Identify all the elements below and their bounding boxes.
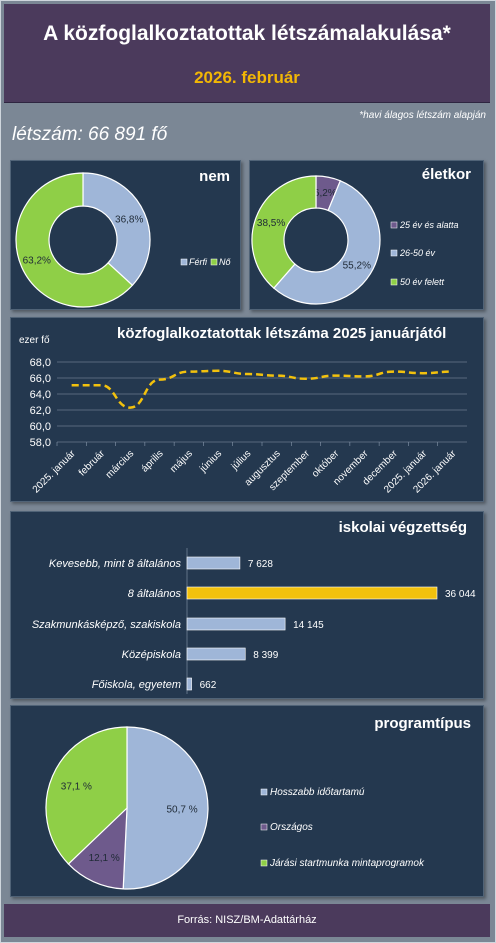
bar-value-label: 14 145	[293, 620, 324, 631]
x-tick-label: május	[168, 448, 195, 475]
page-title: A közfoglalkoztatottak létszámalakulása*	[43, 22, 451, 45]
pie-slice-j-r-si-startmunka-mintaprogramok	[45, 726, 128, 865]
legend-swatch-ferfi	[180, 258, 188, 266]
basis-note: *havi álagos létszám alapján	[359, 110, 486, 121]
legend-label: Országos	[270, 822, 313, 833]
y-tick-label: 66,0	[30, 373, 51, 385]
y-tick-label: 58,0	[30, 437, 51, 449]
x-tick-label: június	[197, 448, 224, 475]
age-panel: életkor 6,2% 55,2% 38,5% 25 év és alatta 26-…	[249, 160, 484, 310]
category-label: 8 általános	[128, 588, 182, 600]
legend-label: 50 év felett	[400, 277, 445, 287]
legend-swatch-j-r-si-startmunka-mintaprogramok	[260, 859, 268, 867]
program-pie-chart: 50,7 % 12,1 % 37,1 % Hosszabb időtartamú Ors…	[45, 726, 425, 890]
pie-slice-n	[15, 172, 134, 308]
gender-donut-chart: 36,8% 63,2% Férfi Nő	[15, 172, 231, 308]
slice-value-label: 37,1 %	[61, 781, 92, 792]
source-footer: Forrás: NISZ/BM-Adattárház	[4, 904, 490, 937]
pie-slice-f-rfi	[82, 172, 151, 287]
y-tick-label: 60,0	[30, 421, 51, 433]
slice-value-label: 50,7 %	[166, 804, 197, 815]
legend-label: Járási startmunka mintaprogramok	[269, 858, 425, 869]
legend-swatch-no	[210, 258, 218, 266]
bar-kevesebb-mint-8-ltal-nos	[186, 556, 241, 570]
y-tick-label: 62,0	[30, 405, 51, 417]
pie-slice-orsz-gos	[67, 806, 128, 890]
legend-label: Hosszabb időtartamú	[270, 787, 365, 798]
slice-value-label: 36,8%	[115, 215, 143, 226]
slice-value-label: 12,1 %	[89, 853, 120, 864]
education-panel: iskolai végzettség Kevesebb, mint 8 álta…	[10, 511, 484, 699]
bar-8-ltal-nos	[186, 586, 438, 600]
legend-swatch-hosszabb-id-tartam	[260, 788, 268, 796]
legend-label: Férfi	[189, 257, 208, 267]
age-chart-title: életkor	[421, 166, 471, 183]
legend-swatch-50-v-felett	[390, 278, 398, 286]
x-tick-label: március	[104, 448, 137, 481]
slice-value-label: 55,2%	[343, 260, 371, 271]
category-label: Kevesebb, mint 8 általános	[49, 558, 182, 570]
program-panel: programtípus 50,7 % 12,1 % 37,1 % Hosszabb …	[10, 705, 484, 897]
pie-slice-26-50-v	[272, 180, 381, 305]
bar-szakmunk-sk-pz-szakiskola	[186, 617, 286, 631]
bar-k-z-piskola	[186, 647, 246, 661]
y-tick-label: 68,0	[30, 357, 51, 369]
legend-swatch-26-50-v	[390, 249, 398, 257]
x-tick-label: február	[77, 448, 108, 479]
legend-label: 25 év és alatta	[399, 220, 459, 230]
bar-value-label: 662	[200, 680, 217, 691]
slice-value-label: 63,2%	[23, 255, 51, 266]
bar-value-label: 8 399	[253, 650, 278, 661]
legend-label: Nő	[219, 257, 231, 267]
pie-slice-hosszabb-id-tartam	[122, 726, 209, 890]
category-label: Főiskola, egyetem	[92, 679, 181, 691]
y-tick-label: 64,0	[30, 389, 51, 401]
gender-panel: nem 36,8% 63,2% Férfi Nő	[10, 160, 241, 310]
legend-swatch-orsz-gos	[260, 823, 268, 831]
trend-panel: közfoglalkoztatottak létszáma 2025 januá…	[10, 317, 484, 502]
headcount-total: létszám: 66 891 fő	[12, 124, 168, 145]
category-label: Szakmunkásképző, szakiskola	[32, 619, 181, 631]
bar-f-iskola-egyetem	[186, 677, 192, 691]
x-tick-label: 2025. január	[31, 448, 79, 496]
trend-line-chart: ezer fő 58,0 60,0 62,0 64,0 66,0 68,0 2025. jan…	[19, 335, 467, 496]
legend-label: 26-50 év	[399, 248, 436, 258]
legend-swatch-25-v-s-alatta	[390, 221, 398, 229]
education-chart-title: iskolai végzettség	[338, 519, 467, 536]
education-bar-chart: Kevesebb, mint 8 általános 7 628 8 általán…	[32, 548, 476, 694]
age-donut-chart: 6,2% 55,2% 38,5% 25 év és alatta 26-50 év 50 …	[251, 175, 459, 305]
y-axis-title: ezer fő	[19, 335, 50, 346]
trend-chart-title: közfoglalkoztatottak létszáma 2025 januá…	[117, 325, 447, 342]
x-tick-label: július	[229, 448, 254, 473]
category-label: Középiskola	[122, 649, 181, 661]
x-tick-label: április	[139, 448, 165, 474]
gender-chart-title: nem	[199, 168, 230, 185]
program-chart-title: programtípus	[374, 715, 471, 732]
headcount-series-line	[71, 369, 453, 409]
bar-value-label: 36 044	[445, 589, 476, 600]
bar-value-label: 7 628	[248, 559, 273, 570]
header-banner: A közfoglalkoztatottak létszámalakulása*…	[4, 4, 490, 103]
page-subtitle: 2026. február	[194, 68, 300, 87]
slice-value-label: 6,2%	[314, 188, 337, 199]
pie-slice-50-v-felett	[251, 175, 317, 289]
slice-value-label: 38,5%	[257, 218, 285, 229]
